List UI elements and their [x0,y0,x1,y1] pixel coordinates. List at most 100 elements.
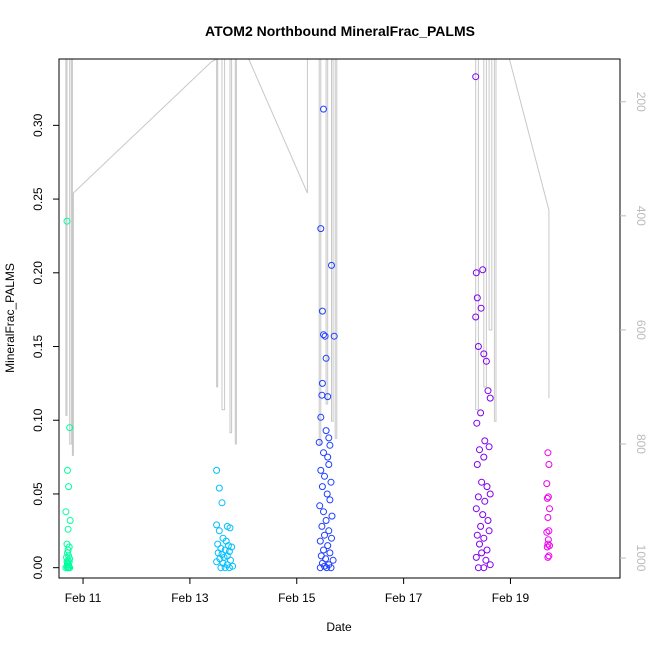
data-point [225,564,233,572]
data-point [329,556,337,564]
data-point [473,531,481,539]
data-point [330,332,338,340]
data-point [545,552,553,560]
data-point [221,564,229,572]
data-point [483,546,491,554]
data-point [546,505,553,513]
data-point [325,527,333,535]
data-point [320,331,327,339]
data-point [218,499,226,507]
data-point [479,511,487,519]
data-point [64,549,71,557]
data-point [473,419,481,427]
data-point [473,461,481,468]
data-point [479,266,487,274]
data-point [318,307,326,315]
data-point [474,493,482,501]
data-point [217,564,225,572]
data-point [229,562,237,570]
series-1 [62,217,74,572]
data-point [544,514,552,521]
data-point [316,537,324,545]
data-point [320,449,327,457]
data-point [215,484,223,492]
data-point [66,424,74,432]
data-point [486,561,494,569]
data-point [480,350,488,358]
data-point [485,527,493,535]
data-point [326,549,334,557]
data-point [328,534,335,542]
data-point [325,461,333,468]
y-tick-label: 0.05 [31,482,45,506]
data-point [316,502,324,510]
data-point [317,413,325,421]
series-2 [213,466,237,572]
data-point [486,490,494,498]
data-point [325,434,333,442]
data-point [324,393,332,401]
data-point [320,105,327,113]
data-point [472,269,480,277]
data-point [213,521,221,529]
data-point [483,483,491,491]
series-3 [315,105,338,572]
data-point [318,522,326,530]
data-point [543,528,551,536]
data-point [472,313,480,321]
data-point [482,357,490,365]
x-tick-label: Feb 15 [278,591,316,605]
data-point [328,512,336,520]
data-point [64,564,72,572]
y-tick-label: 0.00 [31,556,45,580]
x-tick-label: Feb 11 [65,591,102,605]
data-point [485,443,493,451]
data-point [317,225,325,233]
data-point [543,543,551,551]
data-point [324,542,332,550]
y2-tick-label: 800 [634,434,648,454]
y2-tick-label: 600 [634,320,648,340]
data-point [484,517,492,524]
data-point [326,441,334,449]
y-tick-label: 0.25 [31,187,45,211]
data-point [544,449,552,457]
data-point [484,387,492,395]
data-point [472,73,480,81]
y2-tick-label: 400 [634,206,648,226]
data-point [322,354,330,362]
data-point [318,379,326,387]
data-point [324,453,332,461]
data-point [322,517,330,524]
data-point [544,493,552,501]
data-point [65,483,73,491]
y-tick-label: 0.15 [31,335,45,359]
data-point [226,524,234,532]
x-tick-label: Feb 13 [171,591,209,605]
data-point [63,217,71,225]
data-point [478,478,486,486]
data-point [472,505,480,513]
y-tick-label: 0.30 [31,113,45,137]
data-point [213,558,221,566]
data-point [219,559,227,567]
data-point [64,466,71,474]
data-point [322,427,330,435]
data-point [480,534,488,542]
data-point [473,294,481,302]
data-point [476,540,483,548]
data-point [472,553,480,561]
data-point [480,453,488,461]
data-point [328,261,335,269]
y-tick-label: 0.20 [31,261,45,285]
data-point [326,496,334,504]
data-point [321,472,328,480]
data-point [64,525,72,533]
altitude-line [65,59,550,456]
data-point [62,508,70,516]
data-point [544,553,552,561]
data-point [543,480,551,488]
plot-frame [58,58,621,579]
data-point [543,494,551,502]
